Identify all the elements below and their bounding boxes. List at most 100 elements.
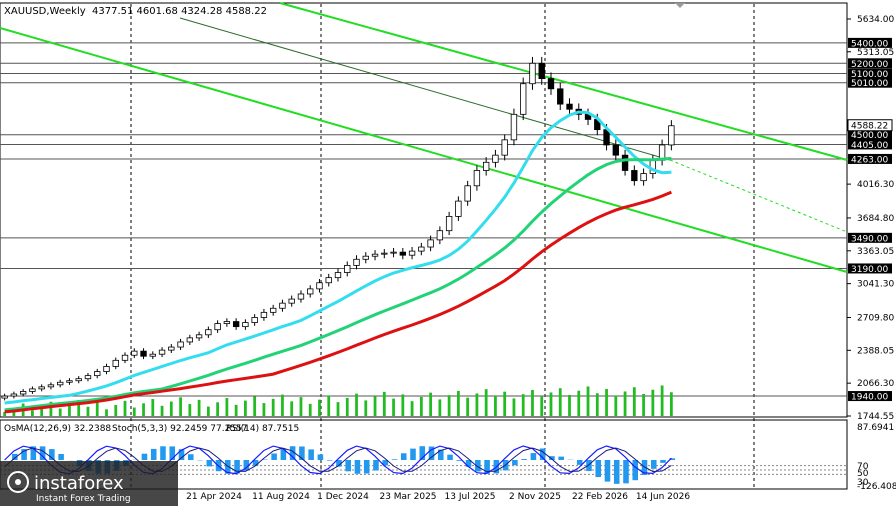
osma-bar: [289, 446, 296, 460]
volume-bar: [197, 399, 201, 416]
candle-body: [75, 378, 82, 382]
osma-bar: [391, 459, 398, 460]
osma-bar: [660, 460, 666, 463]
candle-body: [557, 88, 564, 105]
candle-body: [455, 200, 462, 217]
candle-body: [621, 154, 629, 171]
osma-bar: [632, 460, 639, 481]
osc-tick-label: 87.6941: [857, 423, 894, 433]
osc-tick-label: 70: [857, 462, 869, 472]
level-tag: [848, 139, 892, 150]
osma-bar: [317, 454, 324, 460]
osma-bar: [169, 446, 176, 460]
volume-bar: [595, 393, 599, 416]
volume-bar: [262, 403, 266, 416]
last-price-label: 4588.22: [851, 122, 888, 132]
y-tick-label: 2709.80: [857, 313, 894, 323]
candle-body: [520, 83, 527, 115]
volume-bar: [123, 400, 127, 416]
osma-bar: [558, 456, 564, 460]
candle-body: [408, 250, 416, 256]
osma-bar: [623, 460, 629, 484]
osma-bar: [271, 453, 277, 460]
candle-body: [214, 323, 221, 331]
volume-bar: [31, 410, 34, 416]
osma-bar: [326, 460, 333, 461]
trend-extension-line: [669, 159, 848, 233]
candle-body: [390, 251, 397, 254]
volume-bar: [95, 402, 99, 416]
volume-bar: [216, 402, 220, 416]
osma-bar: [178, 449, 185, 460]
volume-bar: [234, 404, 238, 416]
candle-body: [168, 346, 175, 351]
volume-bar: [577, 390, 581, 416]
volume-bar: [336, 402, 340, 416]
candle-body: [418, 246, 425, 252]
candle-body: [186, 337, 194, 343]
x-tick-label: 22 Feb 2026: [572, 492, 628, 502]
x-tick-label: 13 Jul 2025: [445, 492, 496, 502]
volume-bar: [299, 397, 303, 416]
level-label: 4263.00: [851, 155, 888, 165]
volume-bar: [466, 397, 470, 416]
volume-bar: [114, 405, 118, 416]
y-tick-label: 2388.05: [857, 346, 894, 356]
level-label: 4500.00: [851, 131, 888, 141]
volume-bar: [410, 401, 414, 416]
osma-bar: [280, 448, 287, 460]
indicator-plot-frame: [0, 419, 848, 490]
osma-bar: [512, 460, 518, 466]
osma-bar: [484, 460, 490, 474]
osma-bar: [363, 460, 370, 474]
candle-body: [1, 395, 8, 399]
osma-bar: [521, 459, 527, 460]
candle-body: [547, 78, 555, 90]
volume-bar: [49, 401, 53, 416]
osma-bar: [58, 454, 64, 460]
volume-bar: [419, 396, 423, 416]
channel-upper-line: [279, 2, 848, 161]
osma-bar: [49, 449, 55, 460]
osma-bar: [530, 453, 537, 460]
volume-bar: [373, 396, 377, 416]
y-tick-label: 5634.00: [857, 15, 894, 25]
candle-body: [260, 311, 268, 318]
candle-body: [57, 381, 64, 386]
level-label: 3190.00: [851, 265, 888, 275]
chart-ohlc: 4377.51 4601.68 4324.28 4588.22: [92, 6, 267, 17]
osma-bar: [373, 460, 379, 471]
scroll-marker-icon[interactable]: [675, 3, 685, 8]
candle-body: [538, 62, 545, 80]
volume-bar: [669, 392, 673, 416]
candle-body: [297, 293, 305, 300]
candle-body: [399, 251, 406, 256]
candle-body: [325, 277, 332, 284]
candle-body: [371, 253, 379, 257]
osma-bar: [39, 446, 46, 460]
candle-body: [112, 359, 119, 367]
volume-bar: [531, 389, 534, 416]
candle-body: [631, 170, 638, 182]
candle-body: [94, 371, 101, 377]
osma-bar: [586, 460, 592, 472]
level-label: 5400.00: [851, 39, 888, 49]
osma-bar: [465, 460, 472, 467]
volume-bar: [132, 407, 136, 416]
candle-body: [362, 255, 369, 260]
level-tag: [848, 232, 892, 243]
osma-bar: [549, 456, 555, 460]
candle-body: [84, 375, 92, 380]
candle-body: [121, 354, 129, 361]
volume-bar: [475, 393, 479, 416]
trend-line: [179, 17, 671, 161]
volume-bar: [327, 395, 331, 416]
candle-body: [47, 384, 55, 388]
candle-body: [640, 173, 647, 182]
osc-tick-label: 30: [857, 478, 869, 488]
rsi-label: RSI(14) 87.7515: [226, 424, 299, 434]
volume-bar: [355, 393, 358, 416]
volume-bar: [512, 398, 516, 416]
